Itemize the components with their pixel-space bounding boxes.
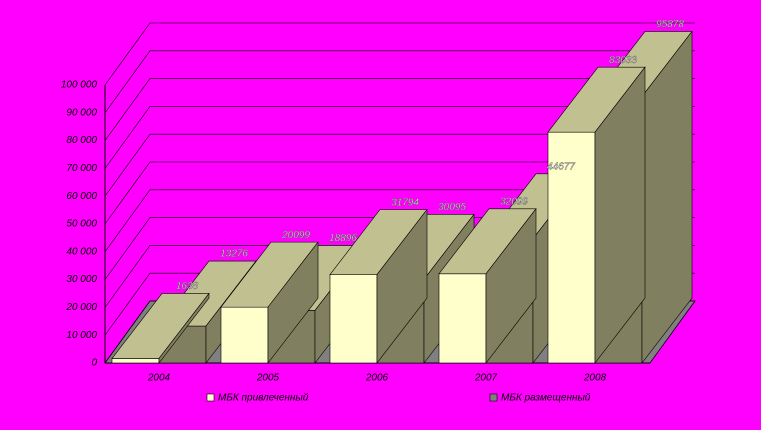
value-label: 1638 [176,281,199,292]
y-tick-label: 80 000 [66,135,97,146]
value-label: 44677 [547,161,575,172]
y-tick-label: 100 000 [61,80,98,91]
bar-side [376,208,428,364]
value-label: 20099 [281,230,310,241]
x-tick-label: 2004 [147,373,171,384]
value-label: 18896 [329,233,357,244]
value-label: 31794 [391,197,419,208]
bar [547,131,596,364]
legend-label: МБК привлеченный [218,393,309,404]
grid-line [104,22,695,86]
grid-line [104,133,695,197]
x-tick-label: 2007 [474,373,498,384]
y-tick-label: 0 [91,358,97,369]
grid-line [104,78,695,141]
grid-line [104,161,695,225]
y-tick-label: 30 000 [66,274,97,285]
value-label: 13276 [220,249,248,260]
bar-side [267,241,319,364]
bar [220,306,269,364]
value-label: 95878 [656,19,684,30]
grid-line [104,50,695,113]
bar [329,274,378,364]
legend-swatch [206,393,215,402]
x-tick-label: 2005 [256,373,280,384]
legend-label: МБК размещенный [501,393,591,404]
bar [438,273,487,364]
grid-line [104,189,695,252]
bar [111,358,160,364]
bar-side [158,292,210,364]
bar-side [594,66,646,364]
x-tick-label: 2006 [365,373,389,384]
y-tick-label: 10 000 [66,330,97,341]
y-tick-label: 50 000 [66,219,97,230]
value-label: 83033 [609,55,637,66]
y-tick-label: 60 000 [66,191,97,202]
bar-side [485,207,537,364]
legend-swatch [489,393,498,402]
grid-line [104,106,695,169]
value-label: 32099 [500,196,528,207]
y-tick-label: 40 000 [66,246,97,257]
y-tick-label: 90 000 [66,107,97,118]
y-tick-label: 70 000 [66,163,97,174]
value-label: 30095 [438,202,466,213]
y-tick-label: 20 000 [65,302,97,313]
x-tick-label: 2008 [583,373,607,384]
